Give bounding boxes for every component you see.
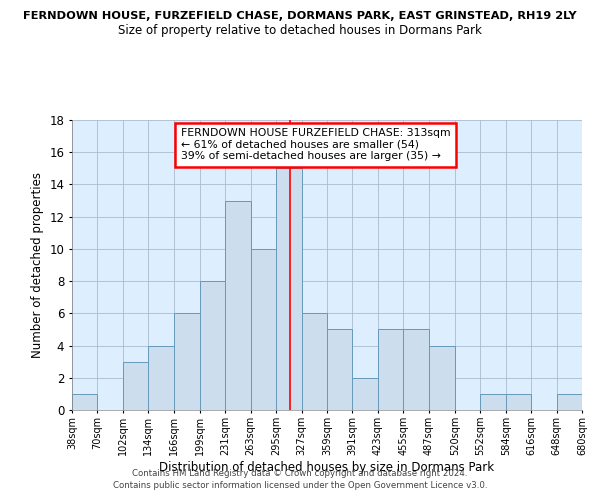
Text: Contains HM Land Registry data © Crown copyright and database right 2024.: Contains HM Land Registry data © Crown c…	[132, 468, 468, 477]
Bar	[72, 394, 97, 410]
Text: Size of property relative to detached houses in Dormans Park: Size of property relative to detached ho…	[118, 24, 482, 37]
Bar	[276, 168, 302, 410]
Bar	[251, 249, 276, 410]
Y-axis label: Number of detached properties: Number of detached properties	[31, 172, 44, 358]
Text: Contains public sector information licensed under the Open Government Licence v3: Contains public sector information licen…	[113, 481, 487, 490]
Text: FERNDOWN HOUSE FURZEFIELD CHASE: 313sqm
← 61% of detached houses are smaller (54: FERNDOWN HOUSE FURZEFIELD CHASE: 313sqm …	[181, 128, 451, 162]
Bar	[352, 378, 378, 410]
Bar	[123, 362, 148, 410]
Bar	[557, 394, 582, 410]
Bar	[481, 394, 506, 410]
Bar	[378, 330, 403, 410]
Bar	[200, 281, 226, 410]
Bar	[428, 346, 455, 410]
Bar	[327, 330, 352, 410]
X-axis label: Distribution of detached houses by size in Dormans Park: Distribution of detached houses by size …	[160, 460, 494, 473]
Bar	[403, 330, 428, 410]
Bar	[173, 314, 200, 410]
Bar	[506, 394, 531, 410]
Bar	[226, 200, 251, 410]
Text: FERNDOWN HOUSE, FURZEFIELD CHASE, DORMANS PARK, EAST GRINSTEAD, RH19 2LY: FERNDOWN HOUSE, FURZEFIELD CHASE, DORMAN…	[23, 11, 577, 21]
Bar	[302, 314, 327, 410]
Bar	[148, 346, 173, 410]
